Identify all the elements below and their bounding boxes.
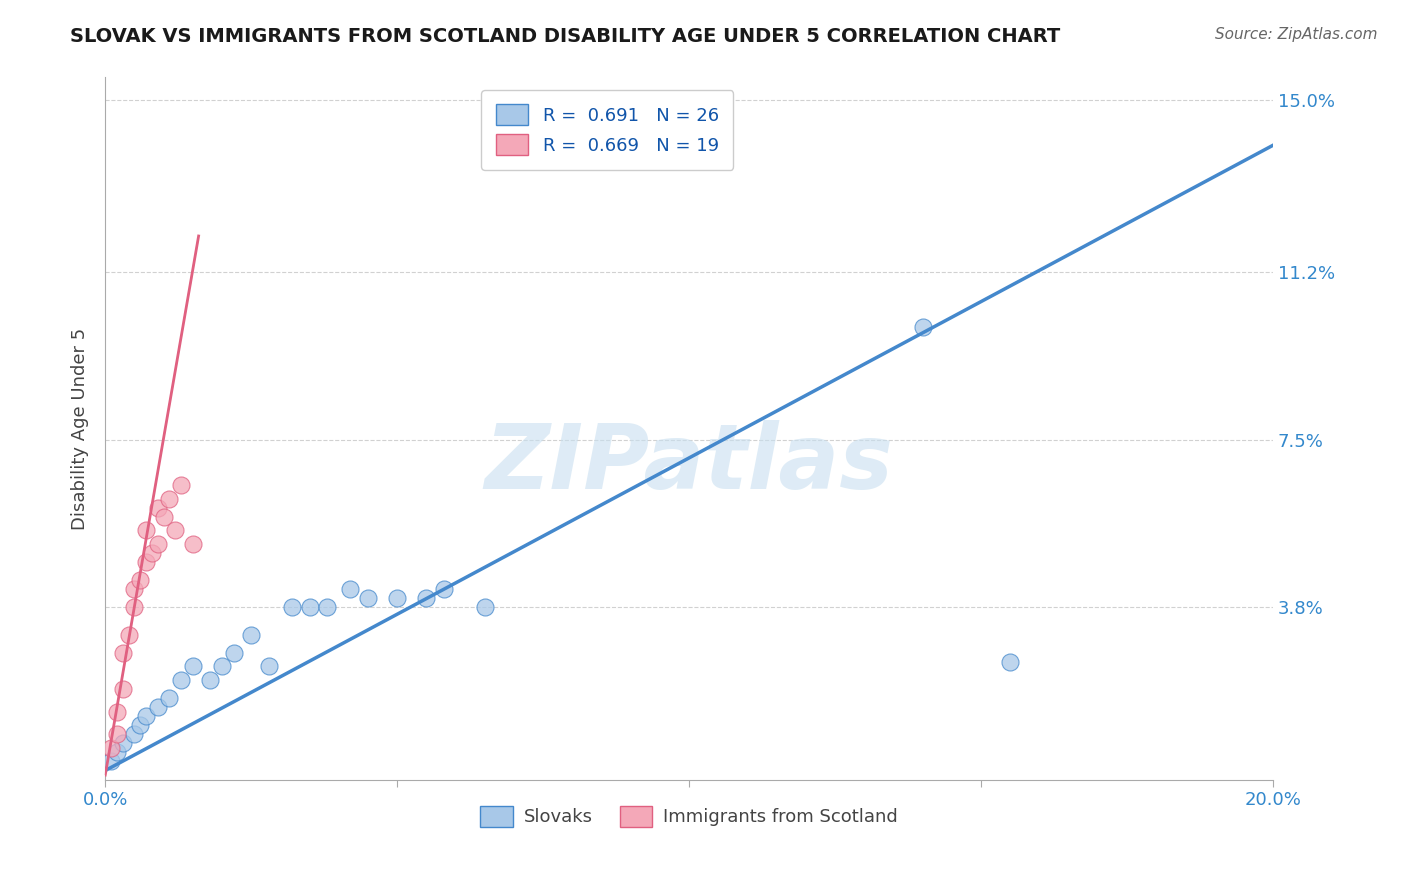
Point — [100, 740, 122, 755]
Point — [240, 627, 263, 641]
Y-axis label: Disability Age Under 5: Disability Age Under 5 — [72, 327, 89, 530]
Point — [141, 546, 163, 560]
Point — [129, 718, 152, 732]
Point — [170, 673, 193, 687]
Point — [111, 736, 134, 750]
Point — [181, 537, 204, 551]
Point — [117, 627, 139, 641]
Point — [316, 600, 339, 615]
Point — [298, 600, 321, 615]
Point — [124, 600, 146, 615]
Point — [415, 591, 437, 606]
Text: Source: ZipAtlas.com: Source: ZipAtlas.com — [1215, 27, 1378, 42]
Point — [129, 574, 152, 588]
Point — [281, 600, 304, 615]
Point — [222, 646, 245, 660]
Point — [124, 727, 146, 741]
Point — [998, 655, 1021, 669]
Point — [124, 582, 146, 597]
Point — [146, 700, 169, 714]
Point — [146, 500, 169, 515]
Point — [200, 673, 222, 687]
Point — [111, 646, 134, 660]
Point — [159, 691, 181, 706]
Point — [170, 478, 193, 492]
Point — [181, 659, 204, 673]
Point — [135, 709, 157, 723]
Point — [105, 705, 128, 719]
Point — [100, 755, 122, 769]
Text: ZIPatlas: ZIPatlas — [485, 419, 893, 508]
Point — [105, 746, 128, 760]
Point — [911, 319, 934, 334]
Point — [135, 524, 157, 538]
Point — [159, 491, 181, 506]
Point — [135, 555, 157, 569]
Point — [357, 591, 380, 606]
Point — [111, 681, 134, 696]
Point — [339, 582, 361, 597]
Point — [146, 537, 169, 551]
Legend: Slovaks, Immigrants from Scotland: Slovaks, Immigrants from Scotland — [472, 798, 905, 834]
Point — [257, 659, 280, 673]
Point — [385, 591, 408, 606]
Point — [433, 582, 456, 597]
Point — [105, 727, 128, 741]
Point — [165, 524, 187, 538]
Point — [152, 509, 174, 524]
Text: SLOVAK VS IMMIGRANTS FROM SCOTLAND DISABILITY AGE UNDER 5 CORRELATION CHART: SLOVAK VS IMMIGRANTS FROM SCOTLAND DISAB… — [70, 27, 1060, 45]
Point — [211, 659, 233, 673]
Point — [474, 600, 496, 615]
